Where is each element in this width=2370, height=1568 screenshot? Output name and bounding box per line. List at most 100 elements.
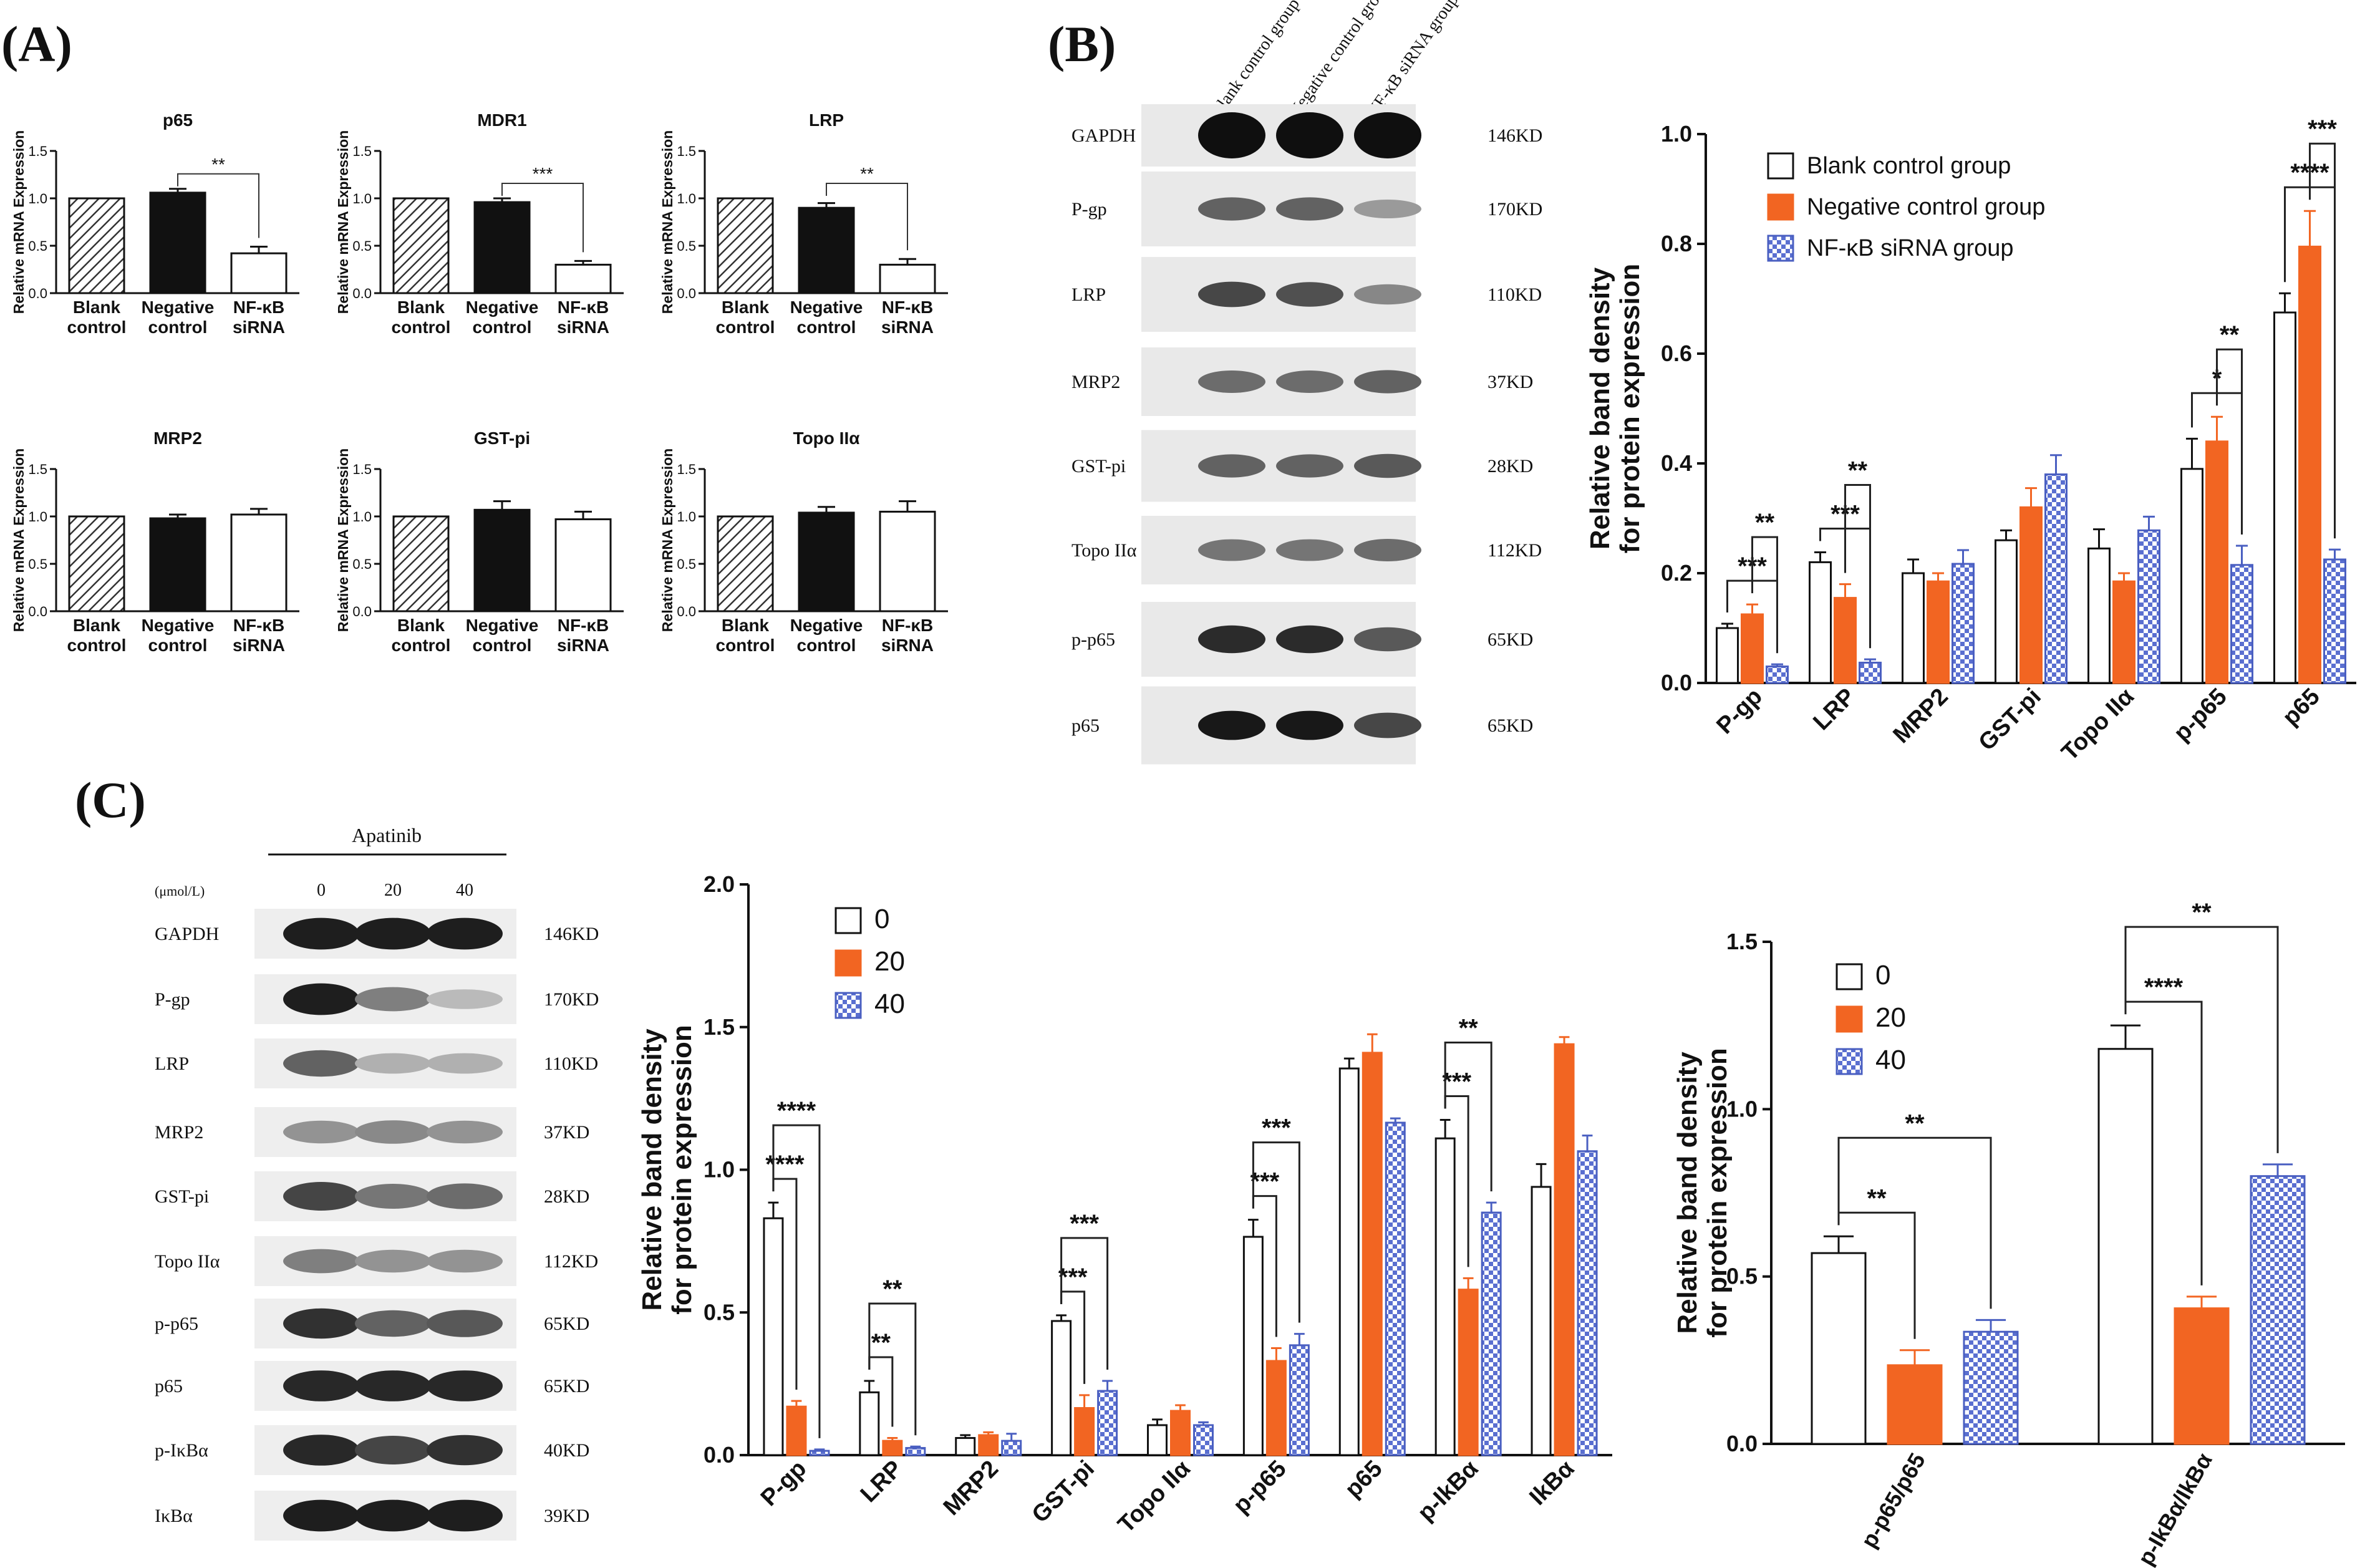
- legend-label: NF-κB siRNA group: [1807, 235, 2014, 261]
- lane-header: Blank control group: [1207, 0, 1304, 121]
- bar: [2180, 468, 2203, 684]
- significance-label: ***: [2308, 115, 2337, 143]
- x-tick-label: Blank: [722, 298, 770, 317]
- significance-bracket: [1060, 1237, 1109, 1370]
- blot-kd-label: 146KD: [544, 924, 599, 944]
- x-tick-label: control: [148, 317, 208, 337]
- panel-label-a: (A): [1, 16, 72, 72]
- y-axis-label: Relative mRNA Expression: [11, 448, 27, 632]
- significance-bracket: [826, 183, 908, 251]
- y-tick-label: 0.5: [28, 238, 47, 254]
- significance-label: **: [1848, 457, 1868, 485]
- blot-band: [427, 1370, 503, 1401]
- bar: [955, 1437, 976, 1456]
- bar: [1859, 661, 1882, 684]
- bar: [798, 206, 855, 294]
- blot-kd-label: 28KD: [544, 1186, 589, 1207]
- dose-label: 40: [456, 881, 473, 900]
- x-tick-label: Negative: [142, 616, 215, 635]
- x-tick-label: NF-κB: [558, 616, 609, 635]
- x-tick-label: control: [797, 636, 856, 655]
- significance-label: ***: [1250, 1168, 1280, 1196]
- y-tick-label: 0.0: [28, 604, 47, 619]
- bar: [978, 1434, 999, 1456]
- blot-kd-label: 28KD: [1487, 456, 1533, 477]
- significance-label: **: [2192, 899, 2212, 926]
- blot-row-label: p-IκBα: [155, 1440, 208, 1461]
- dose-label: 0: [317, 881, 326, 900]
- significance-label: ****: [777, 1097, 816, 1125]
- blot-kd-label: 170KD: [1487, 199, 1542, 220]
- blot-band: [1276, 539, 1343, 561]
- y-tick-label: 0.0: [1726, 1431, 1758, 1456]
- y-tick-label: 1.5: [352, 143, 372, 159]
- bar: [1147, 1424, 1168, 1456]
- y-tick-label: 0.0: [677, 286, 696, 301]
- x-tick-label: p-p65: [1228, 1456, 1291, 1519]
- significance-label: ****: [2144, 974, 2184, 1001]
- x-tick-label: siRNA: [881, 636, 934, 655]
- x-tick-label: Blank: [73, 616, 121, 635]
- y-tick-label: 0.4: [1661, 450, 1692, 476]
- x-tick-label: Blank: [73, 298, 121, 317]
- bar: [2273, 311, 2296, 684]
- blot-row-label: GAPDH: [155, 924, 219, 944]
- blot-band: [1276, 625, 1343, 654]
- x-tick-label: Blank: [397, 298, 445, 317]
- y-tick-label: 1.0: [352, 509, 372, 525]
- significance-bracket: [772, 1124, 821, 1438]
- y-tick-label: 0.0: [352, 604, 372, 619]
- x-tick-label: Blank: [722, 616, 770, 635]
- blot-band: [355, 1120, 431, 1144]
- y-tick-label: 0.5: [1726, 1264, 1758, 1289]
- x-tick-label: LRP: [1808, 684, 1860, 735]
- bar: [717, 515, 774, 612]
- bar: [1531, 1186, 1552, 1456]
- x-tick-label: Negative: [790, 298, 863, 317]
- bar: [1097, 1390, 1118, 1456]
- legend-label: 0: [1875, 960, 1890, 990]
- bar: [2044, 473, 2068, 684]
- y-axis-label: Relative mRNA Expression: [659, 130, 675, 314]
- y-tick-label: 1.5: [1726, 929, 1758, 954]
- blot-kd-label: 170KD: [544, 989, 599, 1010]
- bar: [1338, 1067, 1360, 1456]
- bar: [1834, 597, 1857, 684]
- x-tick-label: p-IkBα/IkBα: [2132, 1449, 2217, 1568]
- y-tick-label: 0.0: [1661, 670, 1692, 695]
- blot-row-label: MRP2: [155, 1122, 203, 1143]
- blot-band: [1354, 712, 1421, 738]
- bar: [554, 263, 612, 294]
- significance-label: **: [211, 155, 225, 174]
- x-tick-label: MRP2: [1889, 684, 1953, 748]
- blot-row-label: IκBα: [155, 1506, 193, 1526]
- blot-band: [1198, 539, 1265, 561]
- blot-row-label: GAPDH: [1071, 125, 1136, 146]
- bar: [786, 1405, 807, 1456]
- blot-row-label: Topo IIα: [1071, 540, 1137, 561]
- y-tick-label: 1.0: [352, 191, 372, 206]
- x-tick-label: NF-κB: [233, 616, 284, 635]
- legend-swatch: [1767, 152, 1794, 180]
- bar: [798, 511, 855, 612]
- significance-bracket: [177, 173, 259, 238]
- significance-label: ***: [533, 164, 553, 183]
- blot-band: [1354, 200, 1421, 218]
- blot-row-label: p-p65: [155, 1314, 198, 1334]
- bar: [2205, 440, 2228, 684]
- blot-band: [1354, 370, 1421, 394]
- y-tick-label: 1.0: [1661, 121, 1692, 147]
- bar: [882, 1440, 903, 1456]
- blot-band: [355, 1436, 431, 1464]
- panel-label-c: (C): [75, 772, 146, 828]
- bar: [1289, 1344, 1310, 1456]
- blot-row-label: P-gp: [1071, 199, 1107, 220]
- y-axis-label: Relative mRNA Expression: [659, 448, 675, 632]
- significance-label: ****: [765, 1151, 805, 1178]
- blot-band: [1354, 453, 1421, 478]
- x-tick-label: Negative: [466, 616, 539, 635]
- x-tick-label: control: [716, 317, 775, 337]
- chart-title: GST-pi: [474, 428, 530, 448]
